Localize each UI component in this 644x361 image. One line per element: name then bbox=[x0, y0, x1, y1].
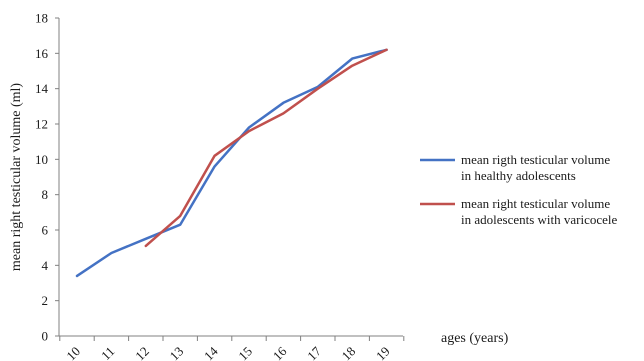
legend-label-2: mean right testicular volume bbox=[461, 196, 610, 211]
x-tick-label: 11 bbox=[98, 344, 117, 361]
y-tick-label: 0 bbox=[42, 329, 49, 344]
y-tick-label: 10 bbox=[35, 152, 48, 167]
legend-label-1: mean rigth testicular volume bbox=[461, 152, 610, 167]
y-axis-title: mean right testicular volume (ml) bbox=[9, 83, 24, 272]
series-line-2 bbox=[144, 48, 388, 248]
x-tick-label: 10 bbox=[63, 344, 83, 361]
y-tick-label: 4 bbox=[42, 258, 49, 273]
y-tick-label: 18 bbox=[35, 11, 48, 26]
x-tick-label: 16 bbox=[270, 343, 290, 361]
y-axis: 0 2 4 6 8 10 12 14 16 18 bbox=[35, 11, 60, 344]
legend-label-1: in healthy adolescents bbox=[461, 168, 576, 183]
y-tick-label: 6 bbox=[42, 223, 49, 238]
x-ticks: 10 11 12 13 14 15 16 17 18 19 bbox=[59, 336, 405, 361]
y-tick-label: 16 bbox=[35, 46, 49, 61]
x-tick-label: 17 bbox=[304, 343, 324, 361]
y-tick-label: 2 bbox=[42, 293, 49, 308]
x-axis-title: ages (years) bbox=[441, 331, 509, 346]
y-ticks: 0 2 4 6 8 10 12 14 16 18 bbox=[35, 11, 59, 344]
series-line-1 bbox=[75, 48, 388, 278]
x-axis: 10 11 12 13 14 15 16 17 18 19 bbox=[59, 335, 405, 361]
x-tick-label: 18 bbox=[339, 344, 359, 361]
y-tick-label: 12 bbox=[35, 117, 48, 132]
x-tick-label: 15 bbox=[235, 344, 255, 361]
y-tick-label: 8 bbox=[42, 187, 49, 202]
legend-label-2: in adolescents with varicocele bbox=[461, 212, 618, 227]
x-tick-label: 14 bbox=[201, 343, 221, 361]
x-tick-label: 13 bbox=[167, 344, 187, 361]
series-layer bbox=[75, 48, 388, 278]
x-tick-label: 12 bbox=[132, 344, 152, 361]
x-tick-label: 19 bbox=[373, 344, 393, 361]
y-tick-label: 14 bbox=[35, 81, 49, 96]
